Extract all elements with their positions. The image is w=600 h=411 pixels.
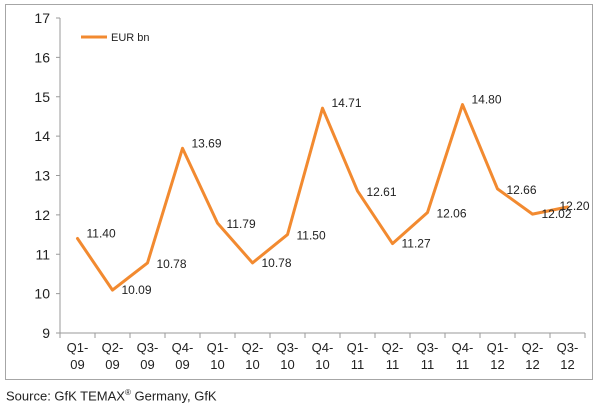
- data-label: 10.78: [262, 256, 292, 270]
- x-tick-label-line: Q2-: [102, 340, 124, 355]
- x-tick-label-line: 12: [490, 357, 504, 372]
- x-tick-label: Q1-10: [207, 340, 229, 372]
- y-axis: 9 10 11 12 13 14 15 16 17: [34, 10, 61, 341]
- x-tick-label: Q2-10: [242, 340, 264, 372]
- x-tick-label-line: 11: [456, 357, 470, 372]
- source-suffix: Germany, GfK: [130, 388, 217, 404]
- x-tick-label-line: Q4-: [452, 340, 474, 355]
- x-tick-label-line: 09: [70, 357, 84, 372]
- x-tick-label: Q4-11: [452, 340, 474, 372]
- y-tick-label: 11: [35, 246, 50, 262]
- data-label: 12.66: [507, 183, 537, 197]
- x-tick-label-line: Q2-: [382, 340, 404, 355]
- x-tick-label-line: 11: [421, 357, 435, 372]
- y-tick-label: 10: [34, 286, 50, 302]
- data-label: 12.02: [542, 207, 572, 221]
- x-axis: Q1-09Q2-09Q3-09Q4-09Q1-10Q2-10Q3-10Q4-10…: [59, 332, 586, 372]
- x-tick-label-line: Q1-: [487, 340, 509, 355]
- data-label: 11.27: [402, 237, 431, 251]
- source-prefix: Source: GfK TEMAX: [6, 388, 125, 404]
- x-tick-label-line: 10: [280, 357, 294, 372]
- x-tick-label-line: Q1-: [207, 340, 229, 355]
- y-tick-label: 9: [42, 325, 50, 341]
- x-tick-label: Q3-09: [137, 340, 159, 372]
- data-label: 12.61: [367, 185, 397, 199]
- y-tick-label: 14: [34, 128, 50, 144]
- x-tick-label-line: Q2-: [242, 340, 264, 355]
- x-tick-label-line: 10: [245, 357, 259, 372]
- data-label: 10.09: [122, 283, 152, 297]
- series-line: [76, 103, 569, 292]
- source-note: Source: GfK TEMAX® Germany, GfK: [6, 388, 217, 403]
- legend: EUR bn: [81, 32, 150, 44]
- y-tick-label: 13: [34, 168, 50, 184]
- x-tick-label-line: Q3-: [557, 340, 579, 355]
- x-tick-label-line: 11: [386, 357, 400, 372]
- x-tick-label-line: Q3-: [417, 340, 439, 355]
- y-tick-label: 17: [34, 10, 50, 26]
- data-label: 10.78: [157, 257, 187, 271]
- x-tick-label-line: Q1-: [67, 340, 89, 355]
- x-tick-label: Q1-11: [347, 340, 369, 372]
- x-tick-label-line: Q4-: [312, 340, 334, 355]
- x-tick-label: Q3-12: [557, 340, 579, 372]
- x-tick-label-line: 11: [351, 357, 365, 372]
- x-tick-label: Q1-12: [487, 340, 509, 372]
- x-tick-label-line: Q3-: [277, 340, 299, 355]
- x-tick-label-line: Q1-: [347, 340, 369, 355]
- x-tick-label-line: Q4-: [172, 340, 194, 355]
- x-tick-label: Q2-09: [102, 340, 124, 372]
- data-label: 12.20: [560, 199, 590, 213]
- x-tick-label-line: 10: [210, 357, 224, 372]
- x-tick-label-line: Q2-: [522, 340, 544, 355]
- x-tick-label: Q1-09: [67, 340, 89, 372]
- data-label: 13.69: [192, 136, 222, 150]
- y-tick-label: 12: [34, 207, 50, 223]
- y-tick-label: 15: [34, 89, 50, 105]
- data-label: 11.79: [227, 217, 256, 231]
- x-tick-label-line: Q3-: [137, 340, 159, 355]
- x-tick-label: Q2-12: [522, 340, 544, 372]
- x-tick-label: Q3-10: [277, 340, 299, 372]
- x-tick-label-line: 09: [140, 357, 154, 372]
- data-label: 12.06: [437, 207, 467, 221]
- x-tick-label-line: 12: [560, 357, 574, 372]
- x-tick-label: Q4-10: [312, 340, 334, 372]
- x-tick-label-line: 10: [315, 357, 329, 372]
- y-tick-label: 16: [34, 49, 50, 65]
- data-label: 11.50: [297, 229, 326, 243]
- x-tick-label-line: 09: [175, 357, 189, 372]
- plot-area: 11.40 10.09 10.78 13.69 11.79 10.78 11.50 14.71…: [76, 93, 590, 297]
- x-tick-label-line: 09: [105, 357, 119, 372]
- data-label: 14.71: [332, 96, 362, 110]
- x-tick-label-line: 12: [525, 357, 539, 372]
- registered-mark: ®: [124, 388, 131, 397]
- data-label: 14.80: [472, 93, 502, 107]
- x-tick-label: Q4-09: [172, 340, 194, 372]
- data-label: 11.40: [87, 227, 116, 241]
- x-tick-label: Q2-11: [382, 340, 404, 372]
- x-tick-label: Q3-11: [417, 340, 439, 372]
- legend-label: EUR bn: [111, 32, 150, 44]
